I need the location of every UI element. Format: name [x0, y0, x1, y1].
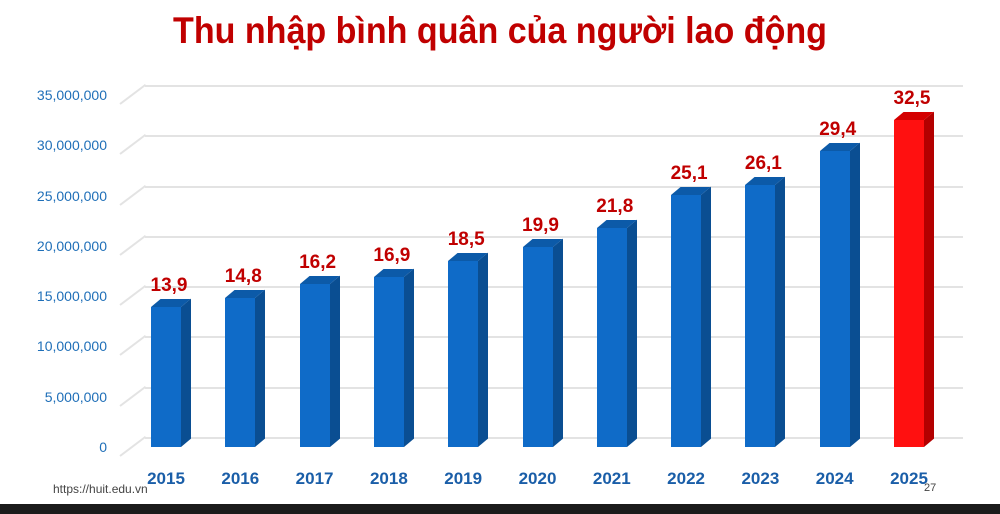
gridline-depth: [119, 435, 147, 457]
bar-side: [701, 186, 712, 447]
gridline-depth: [119, 234, 147, 256]
x-tick-label: 2015: [147, 469, 185, 488]
bar-front: [448, 260, 479, 447]
y-tick-label: 25,000,000: [36, 187, 107, 204]
bar-front: [596, 227, 627, 447]
value-label: 13,9: [150, 275, 188, 297]
value-label: 14,8: [224, 266, 262, 288]
x-tick-label: 2023: [741, 469, 780, 488]
bar-2016: [225, 289, 266, 447]
bar-2025: [894, 111, 934, 447]
bar-side: [255, 289, 266, 447]
bar-2023: [745, 176, 786, 447]
gridline: [145, 235, 963, 238]
y-tick-label: 0: [99, 439, 107, 455]
bar-front: [299, 284, 330, 447]
bar-side: [552, 238, 563, 447]
value-label: 21,8: [596, 195, 634, 217]
x-tick-label: 2025: [890, 469, 928, 488]
bar-front: [522, 246, 553, 447]
footer-url: https://huit.edu.vn: [53, 482, 148, 496]
bar-side: [849, 142, 860, 447]
gridline-depth: [119, 385, 147, 407]
bar-side: [478, 252, 489, 447]
value-label: 16,2: [299, 252, 337, 274]
value-label: 29,4: [819, 119, 857, 141]
value-label: 32,5: [893, 88, 931, 110]
gridline: [145, 185, 963, 188]
bar-front: [745, 184, 776, 447]
bar-side: [181, 298, 191, 447]
x-tick-label: 2019: [444, 469, 483, 488]
y-tick-label: 20,000,000: [36, 237, 107, 254]
x-tick-label: 2016: [221, 469, 260, 488]
bar-side: [329, 275, 340, 447]
bar-2017: [299, 275, 340, 447]
y-tick-label: 30,000,000: [36, 137, 107, 154]
x-tick-label: 2017: [295, 469, 334, 488]
bar-2018: [373, 268, 414, 447]
bar-front: [671, 194, 702, 447]
bar-front: [894, 120, 924, 447]
page-number: 27: [924, 482, 937, 494]
bar-front: [151, 307, 181, 447]
x-tick-label: 2018: [369, 469, 408, 488]
bar-2024: [819, 142, 860, 447]
bar-2019: [448, 252, 489, 447]
bar-front: [225, 298, 256, 447]
value-label: 16,9: [373, 245, 411, 267]
y-tick-label: 10,000,000: [36, 338, 107, 355]
gridline-depth: [119, 83, 147, 105]
x-tick-label: 2020: [518, 469, 557, 488]
y-tick-label: 35,000,000: [36, 87, 107, 103]
value-label: 25,1: [670, 162, 708, 184]
bottom-bar: [0, 504, 1000, 514]
bar-front: [373, 277, 404, 447]
bar-2021: [596, 219, 637, 447]
gridline-depth: [119, 134, 147, 156]
bar-side: [626, 219, 637, 447]
bar-front: [819, 151, 850, 447]
bar-2022: [671, 186, 712, 447]
x-tick-label: 2022: [667, 469, 705, 488]
x-tick-label: 2021: [592, 469, 631, 488]
bar-side: [403, 268, 414, 447]
gridline-depth: [119, 184, 147, 206]
gridline: [145, 135, 963, 138]
bar-2020: [522, 238, 563, 447]
bar-2015: [151, 298, 191, 447]
bar-side: [924, 111, 934, 447]
y-tick-label: 5,000,000: [44, 388, 107, 405]
x-tick-label: 2024: [815, 469, 854, 488]
value-label: 18,5: [447, 228, 485, 250]
gridline: [145, 85, 963, 87]
value-label: 19,9: [522, 214, 559, 236]
gridline-depth: [119, 335, 147, 357]
bar-side: [775, 176, 786, 447]
y-tick-label: 15,000,000: [36, 288, 107, 305]
chart-title: Thu nhập bình quân của người lao động: [173, 10, 827, 51]
value-label: 26,1: [744, 152, 782, 174]
